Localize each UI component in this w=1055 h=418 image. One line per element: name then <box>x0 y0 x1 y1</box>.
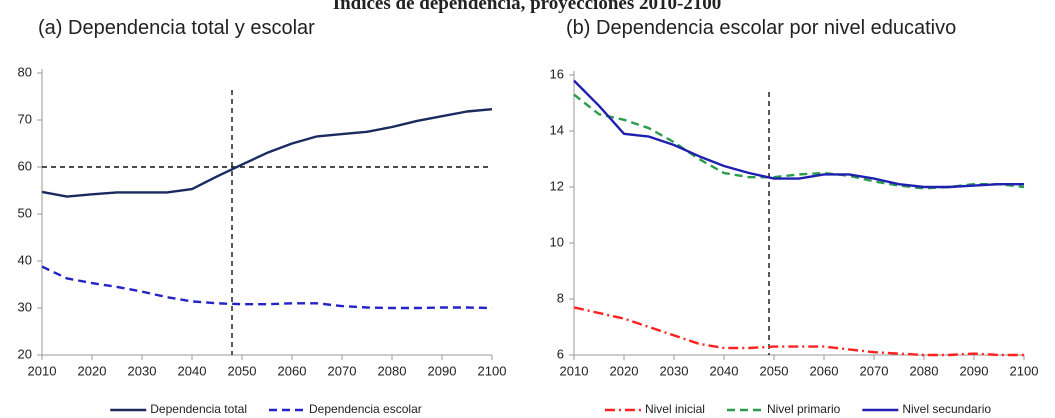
y-tick-label: 12 <box>550 178 564 193</box>
x-tick-label: 2090 <box>960 363 989 378</box>
x-tick-label: 2080 <box>378 363 407 378</box>
legend-label: Nivel secundario <box>902 402 991 416</box>
x-tick-label: 2030 <box>660 363 689 378</box>
y-tick-label: 60 <box>18 158 32 173</box>
legend-label: Dependencia total <box>150 402 247 416</box>
legend-label: Nivel primario <box>767 402 841 416</box>
x-tick-label: 2010 <box>560 363 589 378</box>
x-tick-label: 2060 <box>810 363 839 378</box>
x-tick-label: 2100 <box>1010 363 1039 378</box>
data-line <box>573 79 1024 189</box>
x-tick-label: 2050 <box>228 363 257 378</box>
x-tick-label: 2080 <box>910 363 939 378</box>
x-tick-label: 2090 <box>428 363 457 378</box>
x-tick-label: 2040 <box>710 363 739 378</box>
x-tick-label: 2020 <box>78 363 107 378</box>
legend-label: Dependencia escolar <box>309 402 422 416</box>
x-tick-label: 2040 <box>178 363 207 378</box>
y-tick-label: 10 <box>550 234 564 249</box>
x-tick-label: 2070 <box>860 363 889 378</box>
legend-label: Nivel inicial <box>645 402 705 416</box>
panel-subtitle: (a) Dependencia total y escolar <box>38 17 315 39</box>
panel-subtitle: (b) Dependencia escolar por nivel educat… <box>566 17 956 39</box>
x-tick-label: 2050 <box>760 363 789 378</box>
x-tick-label: 2020 <box>610 363 639 378</box>
y-tick-label: 20 <box>18 346 32 361</box>
x-tick-label: 2100 <box>478 363 507 378</box>
y-tick-label: 70 <box>18 111 32 126</box>
y-tick-label: 50 <box>18 205 32 220</box>
y-tick-label: 14 <box>550 122 564 137</box>
x-tick-label: 2060 <box>278 363 307 378</box>
x-tick-label: 2030 <box>128 363 157 378</box>
y-tick-label: 16 <box>550 66 564 81</box>
y-tick-label: 40 <box>18 252 32 267</box>
x-tick-label: 2070 <box>328 363 357 378</box>
y-tick-label: 6 <box>557 346 564 361</box>
y-tick-label: 8 <box>557 290 564 305</box>
data-line <box>573 306 1024 357</box>
data-line <box>41 108 493 198</box>
y-tick-label: 80 <box>18 64 32 79</box>
data-line <box>573 93 1025 190</box>
y-tick-label: 30 <box>18 299 32 314</box>
data-line <box>41 265 493 310</box>
figure-title: Índices de dependencia, proyecciones 201… <box>333 0 722 14</box>
x-tick-label: 2010 <box>28 363 57 378</box>
